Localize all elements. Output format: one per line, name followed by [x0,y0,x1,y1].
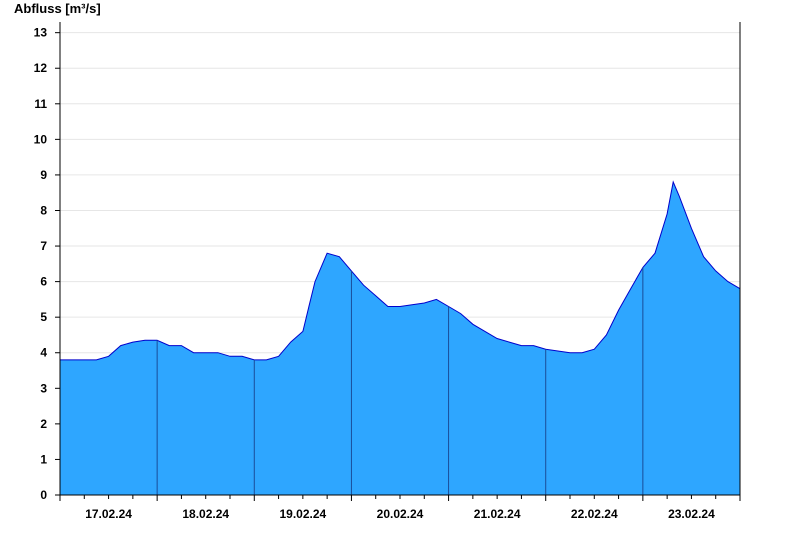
x-tick-label: 22.02.24 [571,507,618,521]
area-fill [60,182,740,495]
y-tick-label: 8 [40,203,47,217]
x-tick-label: 20.02.24 [377,507,424,521]
y-tick-label: 10 [34,132,48,146]
x-tick-label: 21.02.24 [474,507,521,521]
y-tick-label: 6 [40,275,47,289]
x-tick-label: 17.02.24 [85,507,132,521]
y-tick-label: 9 [40,168,47,182]
y-tick-label: 5 [40,310,47,324]
series-line [60,180,741,361]
y-tick-label: 2 [40,417,47,431]
y-tick-label: 1 [40,452,47,466]
y-tick-label: 0 [40,488,47,502]
x-tick-label: 23.02.24 [668,507,715,521]
area-series [60,180,741,495]
y-tick-label: 3 [40,381,47,395]
x-tick-label: 19.02.24 [279,507,326,521]
y-tick-label: 13 [34,26,48,40]
y-tick-label: 11 [34,97,47,111]
x-tick-label: 18.02.24 [182,507,229,521]
y-tick-label: 12 [34,61,48,75]
day-separators [156,267,644,495]
y-tick-label: 7 [40,239,47,253]
y-tick-label: 4 [40,346,47,360]
x-axis-ticks: 17.02.24 18.02.24 19.02.24 20.02.24 21.02.24… [59,495,741,521]
y-axis-label: Abfluss [m³/s] [14,1,101,16]
